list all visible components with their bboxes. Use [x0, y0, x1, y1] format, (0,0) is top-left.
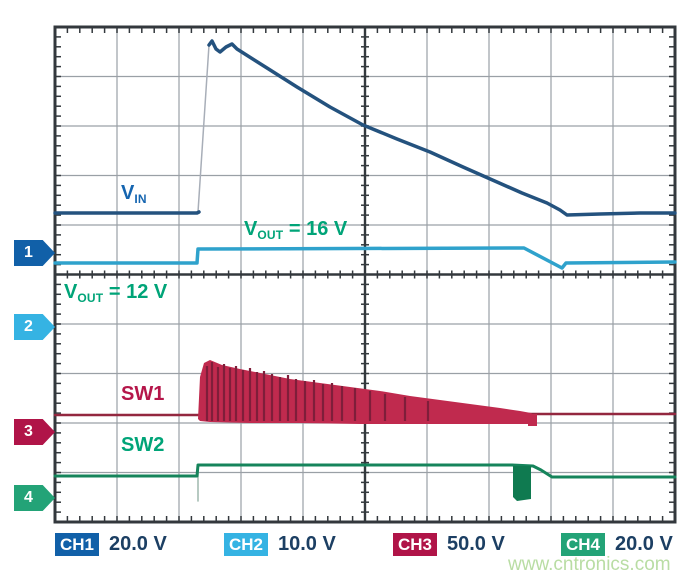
vin-label-main: V: [121, 182, 135, 204]
ch1-marker-number: 1: [24, 244, 33, 261]
sw2-label: SW2: [121, 434, 165, 456]
ch2-badge: CH2: [224, 533, 268, 556]
ch3-marker-number: 3: [24, 423, 33, 440]
vout16-label: VOUT = 16 V: [244, 218, 348, 242]
watermark: www.cntronics.com: [508, 554, 671, 575]
ch3-scale-value: 50.0 V: [447, 533, 505, 555]
legend-ch2: CH2 10.0 V: [224, 533, 336, 556]
vin-label: VIN: [121, 182, 147, 206]
vout12-label-main: V: [64, 281, 78, 303]
ch4-marker-number: 4: [24, 489, 33, 506]
vout12-label-rest: = 12 V: [103, 281, 168, 303]
ch4-badge: CH4: [561, 533, 605, 556]
ch1-badge: CH1: [55, 533, 99, 556]
legend-ch1: CH1 20.0 V: [55, 533, 167, 556]
vout16-label-sub: OUT: [257, 228, 284, 242]
ch4-scale-value: 20.0 V: [615, 533, 673, 555]
ch2-marker-number: 2: [24, 318, 33, 335]
vout12-label-sub: OUT: [77, 291, 104, 305]
vout16-label-main: V: [244, 218, 258, 240]
ch3-badge: CH3: [393, 533, 437, 556]
ch2-scale-value: 10.0 V: [278, 533, 336, 555]
legend-ch3: CH3 50.0 V: [393, 533, 505, 556]
vout12-label: VOUT = 12 V: [64, 281, 168, 305]
ch1-scale-value: 20.0 V: [109, 533, 167, 555]
sw1-label: SW1: [121, 383, 165, 405]
vout16-label-rest: = 16 V: [283, 218, 348, 240]
vin-label-sub: IN: [134, 192, 147, 206]
legend-ch4: CH4 20.0 V: [561, 533, 673, 556]
